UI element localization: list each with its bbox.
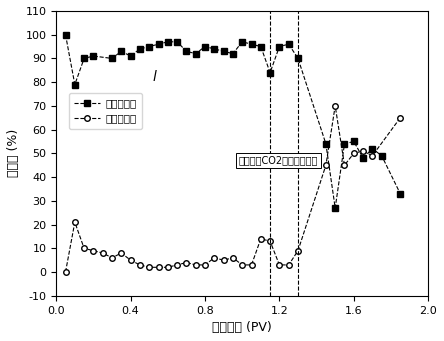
低滲填砂管	[156, 265, 161, 269]
低滲填砂管	[174, 263, 180, 267]
Line: 低滲填砂管: 低滲填砂管	[63, 103, 403, 275]
高滲填砂管	[72, 83, 78, 87]
高滲填砂管	[63, 33, 68, 37]
高滲填砂管	[184, 49, 189, 53]
高滲填砂管	[221, 49, 226, 53]
低滲填砂管	[277, 263, 282, 267]
低滲填砂管	[202, 263, 208, 267]
低滲填砂管	[81, 246, 87, 250]
低滲填砂管	[249, 263, 254, 267]
高滲填砂管	[91, 54, 96, 58]
低滲填砂管	[342, 163, 347, 167]
高滲填砂管	[202, 45, 208, 49]
高滲填砂管	[361, 156, 366, 160]
低滲填砂管	[361, 149, 366, 153]
Text: l: l	[153, 70, 157, 85]
X-axis label: 注入体积 (PV): 注入体积 (PV)	[212, 321, 272, 334]
低滲填砂管	[351, 151, 357, 155]
高滲填砂管	[286, 42, 291, 46]
高滲填砂管	[267, 71, 273, 75]
低滲填砂管	[295, 249, 301, 253]
高滲填砂管	[230, 51, 236, 56]
高滲填砂管	[119, 49, 124, 53]
低滲填砂管	[119, 251, 124, 255]
低滲填砂管	[63, 270, 68, 274]
低滲填砂管	[184, 261, 189, 265]
高滲填砂管	[156, 42, 161, 46]
高滲填砂管	[351, 139, 357, 144]
低滲填砂管	[72, 220, 78, 224]
低滲填砂管	[258, 237, 263, 241]
低滲填砂管	[286, 263, 291, 267]
高滲填砂管	[212, 47, 217, 51]
高滲填砂管	[165, 40, 170, 44]
高滲填砂管	[147, 45, 152, 49]
高滲填砂管	[295, 56, 301, 60]
高滲填砂管	[109, 56, 115, 60]
低滲填砂管	[398, 116, 403, 120]
低滲填砂管	[100, 251, 105, 255]
低滲填砂管	[109, 256, 115, 260]
低滲填砂管	[221, 258, 226, 262]
高滲填砂管	[370, 147, 375, 151]
高滲填砂管	[342, 142, 347, 146]
低滲填砂管	[267, 239, 273, 243]
高滲填砂管	[379, 154, 385, 158]
高滲填砂管	[398, 192, 403, 196]
高滲填砂管	[81, 56, 87, 60]
Y-axis label: 产液率 (%): 产液率 (%)	[7, 129, 20, 177]
高滲填砂管	[249, 42, 254, 46]
高滲填砂管	[137, 47, 143, 51]
低滲填砂管	[147, 265, 152, 269]
低滲填砂管	[230, 256, 236, 260]
低滲填砂管	[193, 263, 198, 267]
低滲填砂管	[137, 263, 143, 267]
低滲填砂管	[333, 104, 338, 108]
低滲填砂管	[128, 258, 133, 262]
高滲填砂管	[277, 45, 282, 49]
Line: 高滲填砂管: 高滲填砂管	[63, 32, 403, 211]
低滲填砂管	[165, 265, 170, 269]
高滲填砂管	[193, 51, 198, 56]
高滲填砂管	[128, 54, 133, 58]
高滲填砂管	[323, 142, 329, 146]
低滲填砂管	[370, 154, 375, 158]
高滲填砂管	[239, 40, 245, 44]
高滲填砂管	[174, 40, 180, 44]
高滲填砂管	[333, 206, 338, 210]
Text: 注入自生CO2凝胶泡沫体系: 注入自生CO2凝胶泡沫体系	[238, 155, 318, 165]
低滲填砂管	[91, 249, 96, 253]
低滲填砂管	[239, 263, 245, 267]
Legend: 高滲填砂管, 低滲填砂管: 高滲填砂管, 低滲填砂管	[69, 93, 142, 129]
低滲填砂管	[323, 163, 329, 167]
高滲填砂管	[258, 45, 263, 49]
低滲填砂管	[212, 256, 217, 260]
